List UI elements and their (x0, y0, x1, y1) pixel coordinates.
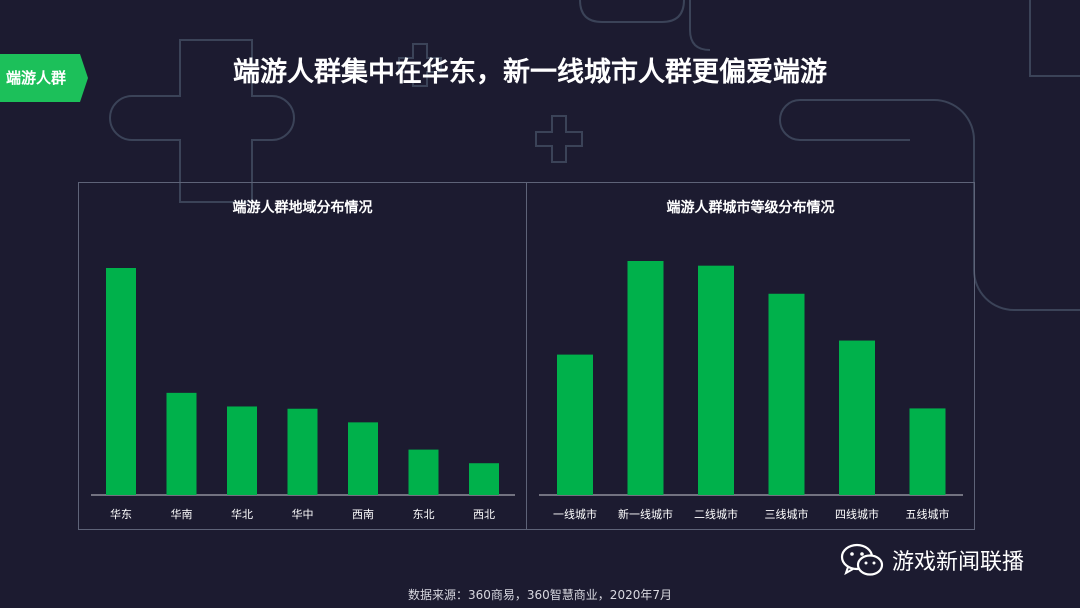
watermark-text: 游戏新闻联播 (892, 550, 1025, 575)
region-bar (348, 422, 378, 495)
tag-shape-icon (0, 54, 88, 102)
region-tick-label: 西北 (473, 508, 495, 521)
region-tick-label: 华东 (110, 507, 132, 521)
region-bar-chart: 华东 华南 华北 华中 西南 东北 西北 (91, 268, 515, 521)
watermark: 游戏新闻联播 (840, 540, 1024, 580)
source-note: 数据来源：360商易，360智慧商业，2020年7月 (408, 588, 672, 602)
page-title: 端游人群集中在华东，新一线城市人群更偏爱端游 (233, 57, 827, 88)
city-tier-chart-title: 端游人群城市等级分布情况 (666, 200, 835, 216)
section-tag-label: 端游人群 (6, 69, 67, 87)
region-tick-label: 华中 (292, 507, 314, 521)
city-tier-bar (627, 261, 664, 495)
wechat-icon (840, 543, 884, 576)
city-tier-tick-label: 三线城市 (765, 507, 809, 521)
region-bar (408, 449, 439, 495)
region-chart-panel: 端游人群地域分布情况 华东 华南 华北 华中 西南 东北 西北 (78, 182, 527, 530)
city-tier-tick-label: 新一线城市 (618, 507, 673, 521)
city-tier-bar (839, 340, 875, 495)
region-bar (106, 268, 136, 495)
city-tier-bar (909, 408, 946, 495)
city-tier-tick-label: 四线城市 (835, 507, 879, 521)
region-tick-label: 华北 (231, 507, 253, 521)
city-tier-bar (557, 354, 593, 495)
city-tier-bar (768, 293, 805, 495)
city-tier-tick-label: 二线城市 (694, 507, 738, 521)
region-chart-title: 端游人群地域分布情况 (232, 200, 373, 216)
city-tier-chart-panel: 端游人群城市等级分布情况 一线城市 新一线城市 二线城市 三线城市 四线城市 五线城市 (526, 182, 975, 530)
city-tier-tick-label: 一线城市 (553, 507, 597, 521)
region-bar (227, 406, 257, 495)
city-tier-tick-label: 五线城市 (906, 507, 950, 521)
region-tick-label: 东北 (413, 508, 435, 521)
region-bar (287, 408, 318, 495)
section-tag: 端游人群 (0, 54, 88, 102)
region-tick-label: 西南 (352, 508, 374, 521)
region-bar (469, 463, 499, 495)
city-tier-bar-chart: 一线城市 新一线城市 二线城市 三线城市 四线城市 五线城市 (539, 261, 963, 521)
city-tier-bar (698, 265, 734, 495)
region-bar (166, 392, 197, 495)
region-tick-label: 华南 (171, 507, 193, 521)
